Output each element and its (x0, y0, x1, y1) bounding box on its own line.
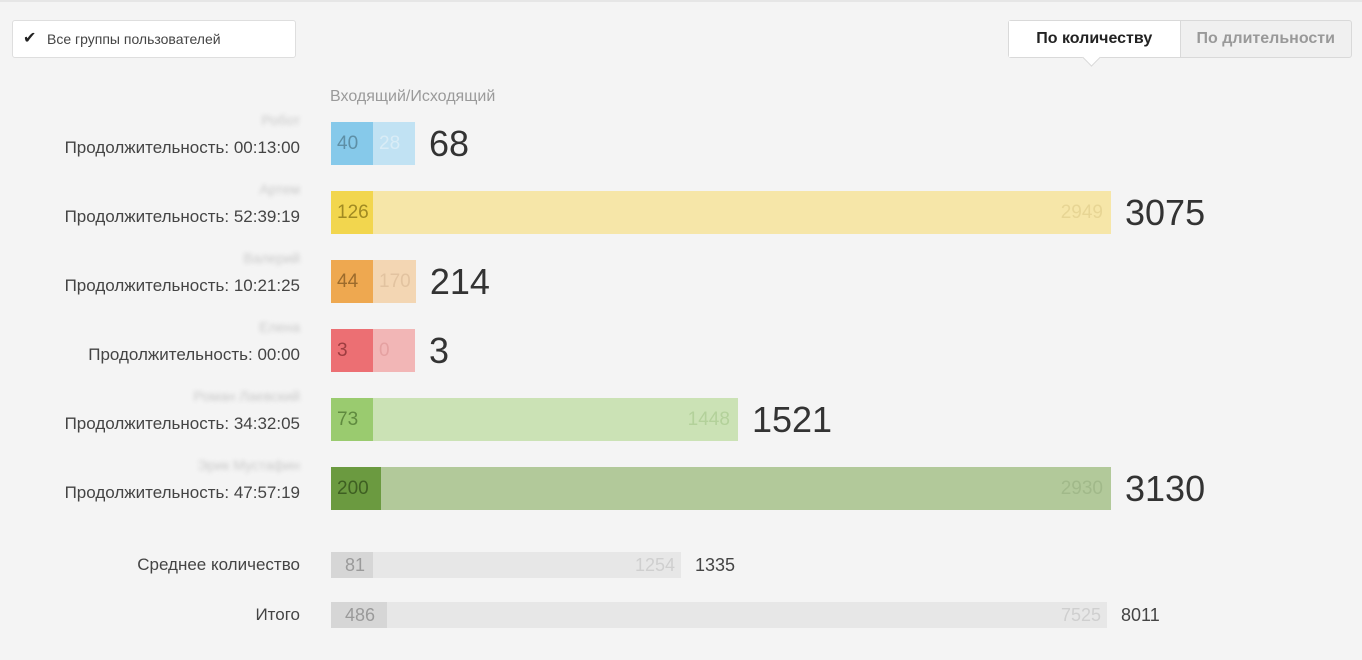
incoming-outgoing-header: Входящий/Исходящий (330, 88, 496, 105)
outgoing-segment[interactable]: 2949 (373, 191, 1111, 234)
user-name: Артем (259, 181, 300, 197)
user-groups-filter-label: Все группы пользователей (47, 31, 221, 47)
sort-by-duration-button[interactable]: По длительности (1196, 30, 1335, 47)
summary-incoming-segment: 81 (331, 552, 373, 578)
outgoing-segment[interactable]: 2930 (381, 467, 1111, 510)
user-name: Эрик Мустафин (197, 457, 300, 473)
calls-total: 1521 (751, 398, 833, 440)
incoming-segment[interactable]: 44 (331, 260, 373, 303)
top-divider (0, 0, 1362, 2)
checkmark-icon[interactable]: ✔ (23, 30, 37, 47)
sort-by-count-button[interactable]: По количеству (1009, 21, 1181, 57)
summary-row: Среднее количество 81 1254 1335 (0, 552, 1362, 580)
call-duration: Продолжительность: 34:32:05 (64, 414, 300, 433)
calls-total: 3130 (1125, 467, 1206, 509)
incoming-segment[interactable]: 3 (331, 329, 373, 372)
incoming-segment[interactable]: 200 (331, 467, 382, 510)
summary-total: 8011 (1121, 604, 1160, 625)
summary-label: Среднее количество (137, 555, 300, 574)
summary-bar: 81 1254 (331, 552, 681, 578)
call-duration: Продолжительность: 10:21:25 (64, 276, 300, 295)
call-duration: Продолжительность: 00:13:00 (64, 138, 300, 157)
summary-total: 1335 (695, 554, 736, 575)
calls-bar[interactable]: 44 170 (331, 260, 416, 303)
calls-bar[interactable]: 200 2930 (331, 467, 1111, 510)
summary-row: Итого 486 7525 8011 (0, 602, 1362, 630)
summary-outgoing-segment: 1254 (373, 552, 681, 578)
call-duration: Продолжительность: 52:39:19 (64, 207, 300, 226)
calls-total: 3 (429, 329, 450, 371)
user-name: Роман Лаевский (193, 388, 300, 404)
calls-bar[interactable]: 73 1448 (331, 398, 738, 441)
summary-incoming-segment: 486 (331, 602, 387, 628)
incoming-segment[interactable]: 40 (331, 122, 373, 165)
summary-bar: 486 7525 (331, 602, 1107, 628)
sort-mode-toggle: По количеству По длительности (1008, 20, 1352, 58)
user-groups-filter[interactable]: ✔ Все группы пользователей (12, 20, 296, 58)
outgoing-segment[interactable]: 28 (373, 122, 415, 165)
calls-total: 68 (429, 122, 470, 164)
call-duration: Продолжительность: 00:00 (88, 345, 300, 364)
calls-bar[interactable]: 126 2949 (331, 191, 1111, 234)
incoming-segment[interactable]: 126 (331, 191, 373, 234)
calls-total: 214 (429, 260, 490, 302)
calls-bar[interactable]: 40 28 (331, 122, 415, 165)
outgoing-segment[interactable]: 0 (373, 329, 415, 372)
user-name: Робот (261, 112, 300, 128)
call-duration: Продолжительность: 47:57:19 (64, 483, 300, 502)
summary-outgoing-segment: 7525 (387, 602, 1107, 628)
user-name: Елена (259, 319, 300, 335)
outgoing-segment[interactable]: 170 (373, 260, 416, 303)
incoming-segment[interactable]: 73 (331, 398, 373, 441)
user-name: Валерий (243, 250, 300, 266)
summary-label: Итого (255, 605, 300, 624)
outgoing-segment[interactable]: 1448 (373, 398, 738, 441)
calls-total: 3075 (1125, 191, 1206, 233)
